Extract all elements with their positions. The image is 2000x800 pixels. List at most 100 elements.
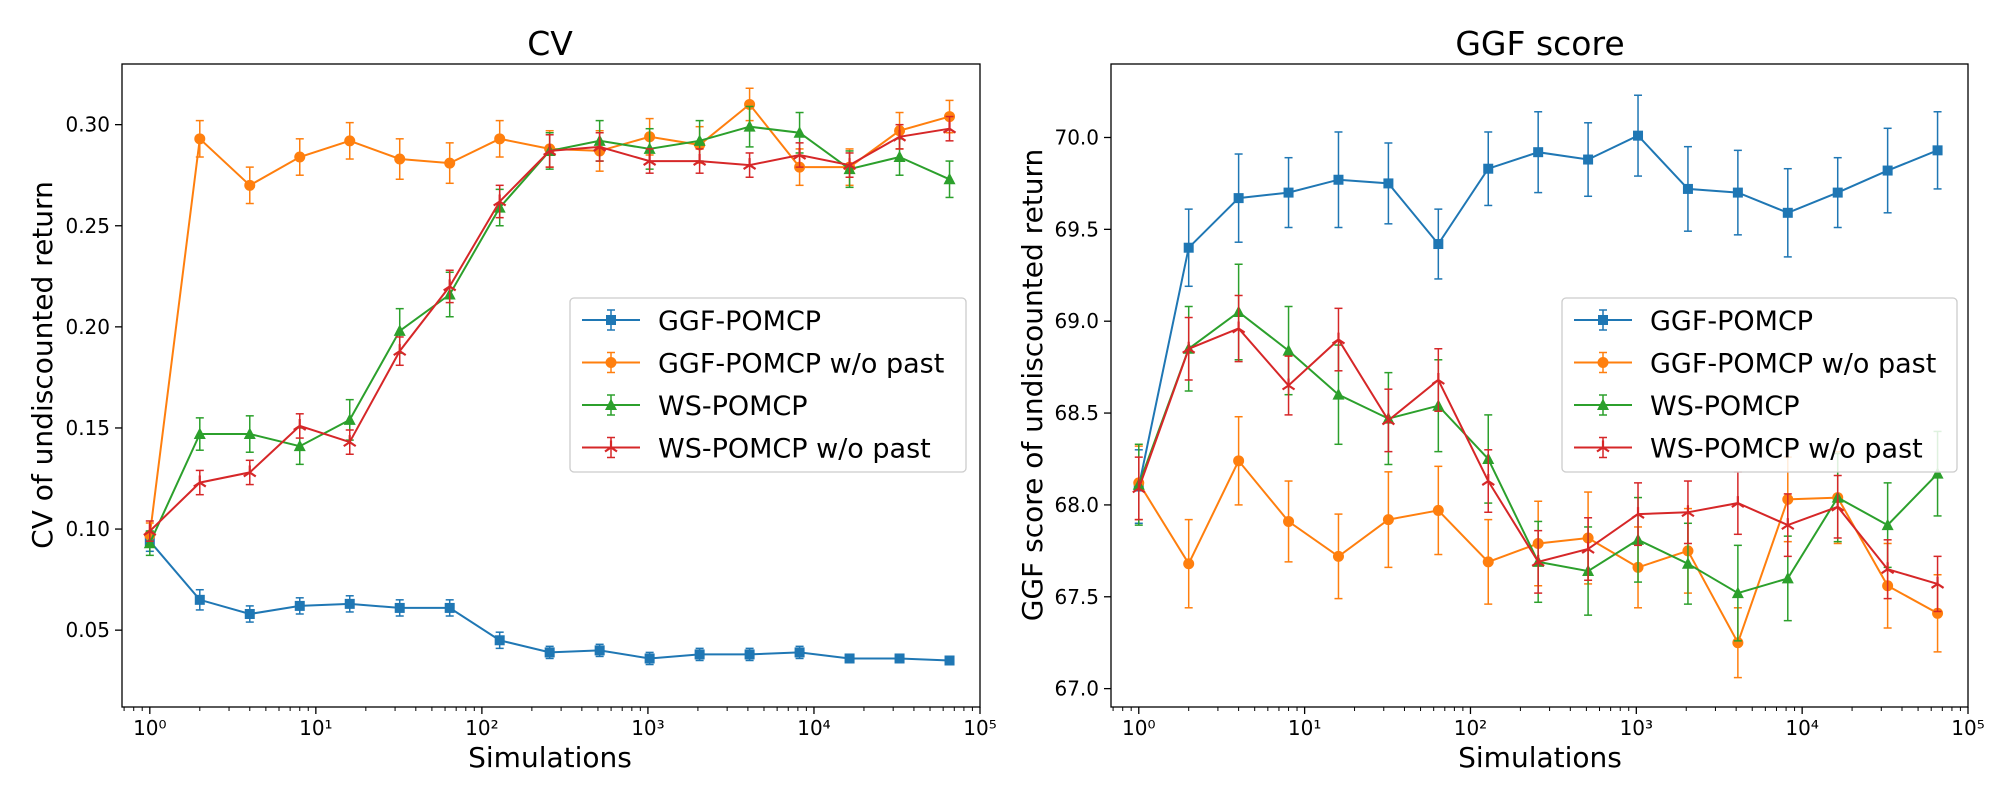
data-point [1930, 576, 1945, 589]
data-point [543, 143, 557, 156]
data-point [1332, 388, 1345, 400]
legend-box [569, 297, 967, 473]
data-point [1832, 187, 1843, 198]
data-point [1731, 586, 1744, 599]
data-point [944, 655, 955, 666]
data-point [1633, 130, 1644, 141]
data-point [1781, 518, 1795, 531]
data-point [1831, 499, 1845, 512]
x-axis-title: Simulations [468, 741, 632, 774]
series-layer [1132, 94, 1945, 679]
data-point [844, 653, 855, 664]
data-point [1132, 481, 1146, 494]
series-ws-pomcp-w-o-past [143, 115, 957, 542]
series-ggf-pomcp [144, 530, 955, 666]
data-point [593, 139, 607, 152]
data-point [1281, 378, 1296, 391]
data-point [393, 324, 406, 336]
legend-label: WS-POMCP w/o past [658, 434, 931, 465]
data-point [1283, 515, 1295, 527]
series-line [149, 540, 950, 662]
legend-label: GGF-POMCP [658, 306, 821, 337]
legend-marker [1598, 315, 1608, 325]
data-point [393, 344, 407, 357]
data-point [643, 154, 657, 166]
y-tick-label: 70.0 [1054, 125, 1099, 149]
data-point [493, 194, 507, 207]
legend-entry-ws-pomcp: WS-POMCP [582, 391, 808, 422]
chart-cv: CV CV of undiscounted return Simulations… [26, 24, 997, 774]
data-point [942, 121, 957, 134]
x-tick-label: 10⁴ [1785, 716, 1818, 740]
data-point [1931, 467, 1944, 479]
data-point [193, 475, 207, 488]
data-point [394, 602, 405, 613]
legend-box [1561, 297, 1958, 473]
data-point [344, 135, 356, 147]
data-point [194, 594, 205, 605]
data-point [1882, 165, 1893, 176]
legend-marker [604, 440, 618, 453]
legend: GGF-POMCP GGF-POMCP w/o past WS-POMCP WS-PO… [1561, 297, 1958, 473]
data-point [1433, 239, 1444, 250]
legend-marker [606, 315, 616, 325]
legend-entry-ggf-pomcp-w-o-past: GGF-POMCP w/o past [1574, 349, 1936, 380]
legend-entry-ws-pomcp-w-o-past: WS-POMCP w/o past [582, 434, 931, 465]
data-point [1481, 474, 1495, 486]
data-point [744, 649, 755, 660]
legend-label: WS-POMCP [1650, 391, 1800, 422]
ticks-layer: 10⁰ 10¹ 10² 10³ 10⁴ 10⁵ 67.0 67.5 68.0 68.5 69.0 69… [1054, 125, 1984, 740]
series-ws-pomcp-w-o-past [1132, 294, 1945, 613]
data-point [792, 147, 807, 160]
legend: GGF-POMCP GGF-POMCP w/o past WS-POMCP WS-PO… [569, 297, 967, 473]
data-point [1782, 207, 1793, 218]
x-axis-title: Simulations [1458, 741, 1622, 774]
x-tick-label: 10² [1454, 716, 1487, 740]
series-layer [143, 87, 957, 666]
data-point [1282, 344, 1295, 356]
data-point [1233, 193, 1244, 204]
data-point [1432, 504, 1444, 516]
y-axis-title: GGF score of undiscounted return [1016, 149, 1049, 622]
y-tick-label: 0.30 [65, 113, 110, 137]
data-point [1581, 542, 1595, 554]
legend-marker [1596, 440, 1610, 453]
data-point [892, 129, 907, 142]
x-tick-label: 10² [465, 716, 498, 740]
x-tick-label: 10⁵ [1951, 716, 1984, 740]
y-tick-label: 69.5 [1054, 217, 1099, 241]
data-point [1732, 187, 1743, 198]
data-point [1631, 507, 1645, 520]
data-point [1932, 145, 1943, 156]
y-tick-label: 0.10 [65, 517, 110, 541]
data-point [894, 653, 905, 664]
data-point [294, 600, 305, 611]
data-point [244, 179, 256, 191]
data-point [1283, 187, 1294, 198]
data-point [1781, 571, 1794, 584]
legend-entry-ws-pomcp-w-o-past: WS-POMCP w/o past [1574, 434, 1923, 465]
data-point [494, 133, 506, 145]
data-point [1383, 178, 1394, 189]
data-point [544, 647, 555, 658]
y-tick-label: 67.5 [1054, 585, 1099, 609]
legend-label: WS-POMCP [658, 391, 808, 422]
y-tick-label: 0.15 [65, 416, 110, 440]
data-point [143, 536, 156, 549]
data-point [742, 158, 757, 171]
data-point [1583, 154, 1594, 165]
data-point [444, 157, 456, 169]
data-point [1531, 554, 1545, 567]
data-point [943, 172, 956, 185]
data-point [842, 158, 857, 171]
data-point [644, 653, 655, 664]
legend-entry-ggf-pomcp: GGF-POMCP [582, 306, 821, 337]
data-point [1332, 550, 1344, 562]
legend-label: GGF-POMCP [1650, 306, 1813, 337]
data-point [344, 598, 355, 609]
data-point [293, 439, 306, 452]
x-tick-label: 10³ [631, 716, 664, 740]
legend-marker [605, 357, 617, 368]
legend-marker [605, 398, 617, 410]
data-point [1183, 558, 1195, 570]
